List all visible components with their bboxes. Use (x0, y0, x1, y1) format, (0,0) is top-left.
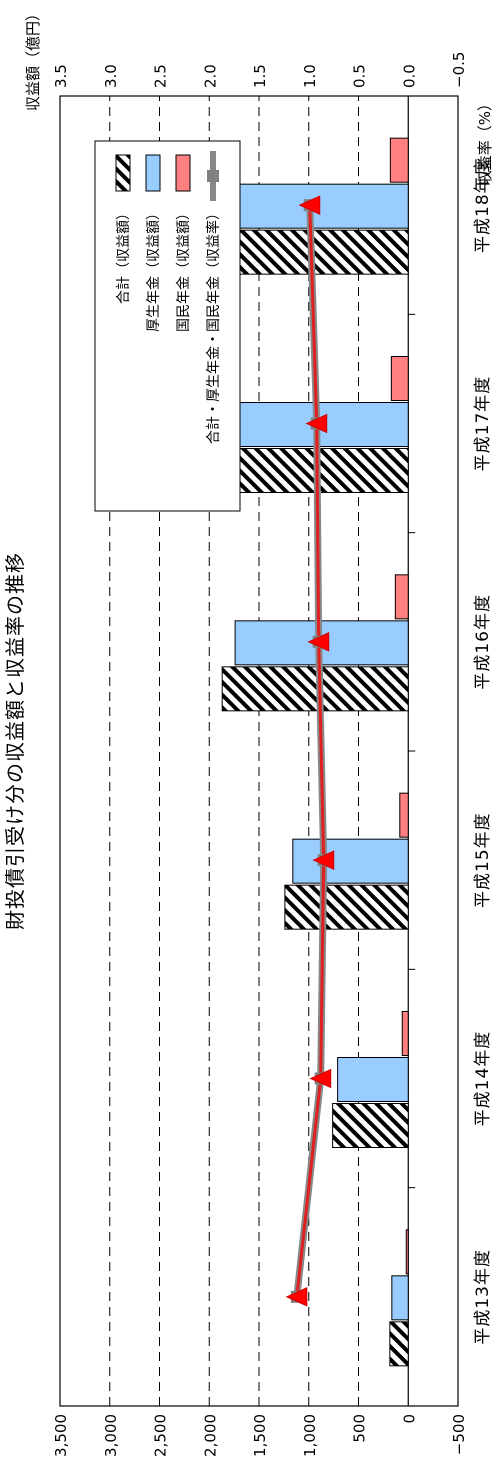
legend-swatch (145, 154, 161, 192)
legend-label: 合計（収益額） (116, 206, 132, 304)
bar-kokumin (394, 574, 409, 620)
bar-kosei (391, 1275, 409, 1321)
rate-point (305, 413, 328, 434)
category-label: 平成17年度 (473, 376, 493, 472)
bar-kokumin (405, 1229, 409, 1275)
chart-title: 財投債引受け分の収益額と収益率の推移 (3, 552, 27, 930)
right-tick-label: 3.0 (102, 64, 120, 88)
left-tick-label: 3,000 (102, 1414, 120, 1457)
bar-kokumin (401, 1011, 409, 1056)
legend-label: 国民年金（収益額） (176, 206, 192, 332)
bar-total (284, 884, 409, 930)
legend-swatch-marker (207, 170, 219, 182)
legend-swatch (115, 154, 131, 192)
rate-point (307, 632, 330, 652)
rate-point (285, 1287, 308, 1307)
bar-total (389, 1321, 409, 1367)
right-tick-label: 0.5 (351, 64, 369, 88)
left-tick-label: 2,000 (201, 1414, 219, 1457)
bar-kokumin (390, 356, 409, 401)
legend-label: 合計・厚生年金・国民年金（収益率） (205, 206, 222, 444)
category-label: 平成18年度 (473, 157, 493, 253)
rate-point (298, 195, 321, 215)
left-tick-label: 3,500 (52, 1414, 70, 1457)
right-tick-label: 2.5 (152, 64, 170, 88)
left-tick-label: 500 (351, 1414, 369, 1443)
rate-line (295, 205, 326, 1297)
rate-point (309, 1068, 332, 1089)
right-axis-label: 収益率（%） (476, 96, 494, 185)
right-tick-label: 1.5 (251, 64, 269, 88)
rate-line-shadow (293, 205, 328, 1298)
bar-kosei (337, 1057, 409, 1102)
legend-label: 厚生年金（収益額） (146, 206, 162, 332)
category-label: 平成14年度 (473, 1031, 493, 1127)
bar-kosei (292, 838, 409, 884)
rate-point (312, 850, 335, 870)
left-tick-label: 1,000 (301, 1414, 319, 1457)
right-tick-label: 3.5 (52, 64, 70, 88)
bar-total (332, 1103, 409, 1148)
bar-kokumin (389, 137, 409, 183)
left-tick-label: 2,500 (152, 1414, 170, 1457)
bar-total (221, 666, 409, 712)
left-tick-label: −500 (450, 1414, 468, 1455)
bar-kokumin (399, 792, 409, 838)
left-tick-label: 1,500 (251, 1414, 269, 1457)
right-tick-label: 1.0 (301, 64, 319, 88)
right-tick-label: 0.0 (400, 64, 418, 88)
left-tick-label: 0 (400, 1414, 418, 1424)
legend-swatch (175, 154, 191, 192)
category-label: 平成16年度 (473, 594, 493, 690)
legend-box (94, 140, 241, 512)
right-tick-label: −0.5 (450, 52, 468, 88)
category-label: 平成15年度 (473, 812, 493, 908)
category-label: 平成13年度 (473, 1249, 493, 1345)
legend: 合計（収益額） 厚生年金（収益額） 国民年金（収益額） 合計・厚生年金・国民年金（収益… (94, 140, 241, 512)
left-axis-label: 収益額（億円） (24, 6, 42, 111)
right-tick-label: 2.0 (201, 64, 219, 88)
